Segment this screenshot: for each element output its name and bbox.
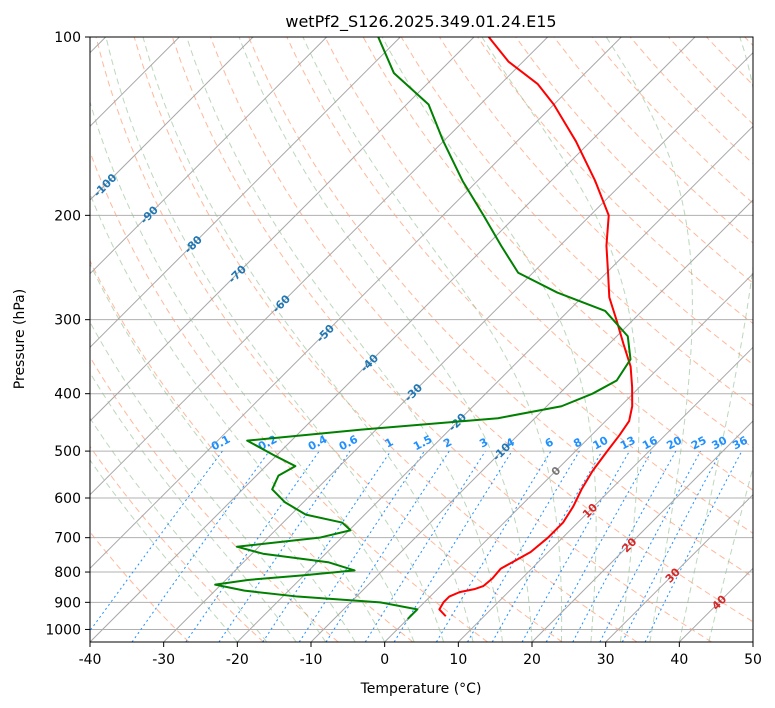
moist-adiabats bbox=[90, 37, 753, 642]
dry-adiabat-line bbox=[515, 37, 753, 284]
isotherm-line bbox=[90, 37, 475, 422]
isotherm-line bbox=[90, 37, 622, 570]
mixing-ratio-label: 30 bbox=[710, 434, 730, 453]
dry-adiabat-line bbox=[133, 37, 638, 642]
mixing-ratio-label: 16 bbox=[640, 434, 660, 453]
dry-adiabat-line bbox=[286, 37, 753, 534]
mixing-ratio-line bbox=[325, 450, 450, 642]
plot-frame bbox=[89, 36, 754, 643]
dry-adiabat-line bbox=[210, 37, 753, 623]
x-tick-label: -20 bbox=[226, 652, 249, 668]
isotherm-line bbox=[90, 37, 254, 201]
y-tick-label: 100 bbox=[54, 30, 81, 46]
x-tick-label: -40 bbox=[79, 652, 102, 668]
dry-adiabat-line bbox=[248, 37, 753, 578]
moist-adiabat-line bbox=[90, 192, 386, 642]
y-tick-label: 400 bbox=[54, 387, 81, 403]
x-tick-label: -30 bbox=[152, 652, 175, 668]
x-tick-label: 20 bbox=[523, 652, 541, 668]
dry-adiabat-line bbox=[95, 37, 563, 642]
mixing-ratio-line bbox=[491, 450, 603, 642]
y-tick-label: 200 bbox=[54, 208, 81, 224]
moist-adiabat-line bbox=[90, 100, 415, 642]
y-axis-ticks: 100 200 300 400 500 600 700 800 900 1000 bbox=[45, 30, 90, 638]
isotherm-line bbox=[605, 493, 753, 642]
isotherm-line bbox=[531, 420, 753, 642]
plot-area: -100-90-80-70-60-50-40-30-20-10010203040… bbox=[90, 37, 753, 642]
mixing-ratio-line bbox=[185, 450, 320, 642]
x-axis-ticks: -40 -30 -20 -10 0 10 20 30 40 50 bbox=[79, 642, 762, 668]
sounding-series bbox=[214, 37, 634, 620]
moist-adiabat-line bbox=[90, 321, 327, 642]
mixing-ratio-line bbox=[90, 450, 223, 632]
y-tick-label: 300 bbox=[54, 313, 81, 329]
isotherm-line bbox=[90, 37, 549, 496]
mixing-ratio-label: 13 bbox=[618, 434, 638, 453]
moist-adiabat-line bbox=[708, 465, 753, 642]
dry-adiabat-line bbox=[90, 259, 414, 642]
moist-adiabat-line bbox=[142, 37, 474, 642]
y-tick-label: 800 bbox=[54, 565, 81, 581]
moist-adiabat-line bbox=[678, 37, 753, 642]
x-tick-label: 50 bbox=[744, 652, 762, 668]
moist-adiabat-line bbox=[381, 37, 597, 642]
dry-adiabat-line bbox=[324, 37, 753, 491]
x-tick-label: 10 bbox=[449, 652, 467, 668]
isotherm-line bbox=[236, 125, 753, 642]
moist-adiabat-line bbox=[90, 417, 268, 642]
y-tick-label: 1000 bbox=[45, 622, 81, 638]
isotherm-gridlines bbox=[90, 37, 753, 642]
moist-adiabat-line bbox=[90, 371, 297, 642]
mixing-ratio-line bbox=[572, 450, 677, 642]
isotherm-line bbox=[90, 37, 401, 349]
y-tick-label: 900 bbox=[54, 595, 81, 611]
mixing-ratio-line bbox=[393, 450, 513, 642]
chart-title: wetPf2_S126.2025.349.01.24.E15 bbox=[285, 12, 556, 32]
moist-adiabat-line bbox=[105, 37, 445, 642]
mixing-ratio-line bbox=[298, 450, 425, 642]
mixing-ratio-line bbox=[467, 450, 580, 642]
isobar-gridlines bbox=[90, 37, 753, 630]
dry-adiabat-line bbox=[171, 37, 712, 642]
isotherm-line bbox=[163, 51, 753, 642]
isotherm-line bbox=[457, 346, 753, 642]
dewpoint-profile-line bbox=[214, 37, 632, 620]
isotherm-line bbox=[90, 37, 328, 275]
isotherm-line bbox=[310, 199, 753, 642]
temperature-profile-line bbox=[438, 37, 634, 617]
moist-adiabat-line bbox=[481, 37, 640, 642]
mixing-ratio-label: 36 bbox=[730, 434, 750, 453]
moist-adiabat-line bbox=[90, 262, 356, 642]
mixing-ratio-line bbox=[621, 450, 722, 642]
dry-adiabat-line bbox=[90, 445, 264, 642]
isotherm-line bbox=[90, 37, 696, 642]
mixing-ratio-line bbox=[644, 450, 743, 642]
mixing-ratio-line bbox=[364, 450, 486, 642]
isotherm-line bbox=[384, 272, 753, 642]
y-tick-label: 500 bbox=[54, 444, 81, 460]
y-tick-label: 700 bbox=[54, 531, 81, 547]
moist-adiabat-line bbox=[605, 37, 693, 642]
mixing-ratio-line bbox=[521, 450, 630, 642]
x-tick-label: -10 bbox=[300, 652, 323, 668]
mixing-ratio-label: 10 bbox=[591, 434, 611, 453]
x-tick-label: 30 bbox=[597, 652, 615, 668]
x-tick-label: 40 bbox=[670, 652, 688, 668]
y-tick-label: 600 bbox=[54, 491, 81, 507]
x-axis-label: Temperature (°C) bbox=[360, 681, 482, 697]
mixing-ratio-line bbox=[545, 450, 653, 642]
y-axis-label: Pressure (hPa) bbox=[12, 289, 28, 389]
moist-adiabat-line bbox=[302, 37, 563, 642]
x-tick-label: 0 bbox=[380, 652, 389, 668]
moist-adiabat-line bbox=[238, 37, 533, 642]
moist-adiabat-line bbox=[90, 459, 238, 642]
moist-adiabat-line bbox=[186, 37, 504, 642]
mixing-ratio-line bbox=[435, 450, 552, 642]
mixing-ratio-label: 20 bbox=[664, 434, 684, 453]
mixing-ratio-label: 25 bbox=[689, 434, 709, 453]
mixing-ratio-line bbox=[599, 450, 701, 642]
